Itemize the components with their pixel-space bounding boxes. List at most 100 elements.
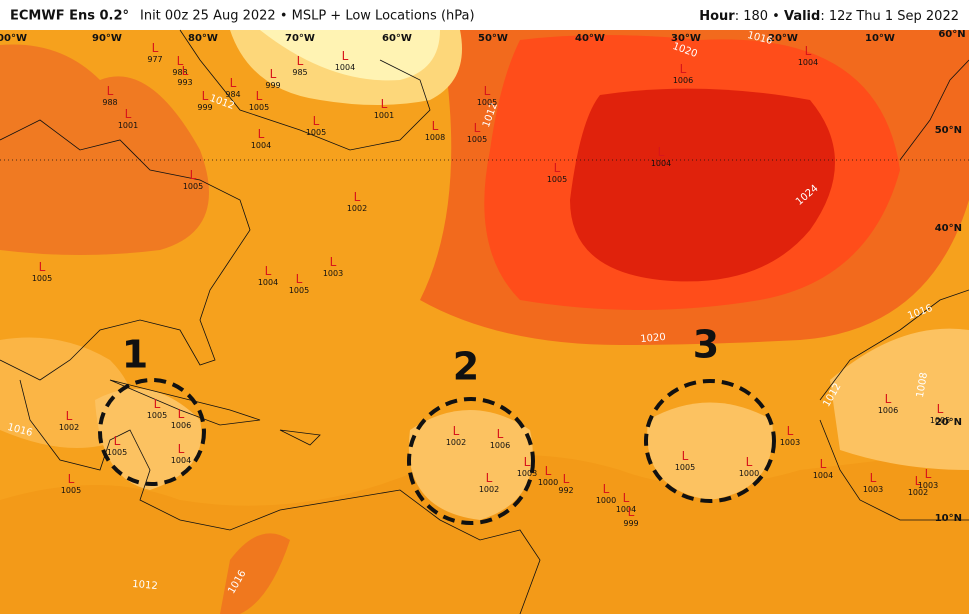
low-symbol: L: [256, 89, 263, 103]
low-symbol: L: [178, 407, 185, 421]
longitude-label: 80°W: [188, 33, 218, 44]
low-symbol: L: [152, 41, 159, 55]
low-symbol: L: [820, 457, 827, 471]
area-circle: [98, 378, 206, 486]
model-name: ECMWF Ens 0.2°: [10, 9, 129, 24]
valid-time: Hour: 180 • Valid: 12z Thu 1 Sep 2022: [699, 9, 959, 24]
low-pressure: 1006: [171, 421, 191, 430]
low-symbol: L: [230, 76, 237, 90]
low-symbol: L: [453, 424, 460, 438]
low-symbol: L: [545, 464, 552, 478]
low-pressure: 1000: [538, 478, 558, 487]
low-pressure: 1005: [467, 135, 487, 144]
low-symbol: L: [354, 190, 361, 204]
low-pressure: 1002: [59, 423, 79, 432]
low-pressure: 1005: [183, 182, 203, 191]
low-symbol: L: [915, 474, 922, 488]
low-symbol: L: [554, 161, 561, 175]
isobar-label: 1020: [640, 332, 666, 345]
longitude-label: 20°W: [768, 33, 798, 44]
low-pressure: 1006: [878, 406, 898, 415]
low-pressure: 1004: [335, 63, 355, 72]
hour-label: Hour: [699, 9, 735, 24]
low-symbol: L: [432, 119, 439, 133]
low-symbol: L: [497, 427, 504, 441]
low-symbol: L: [68, 472, 75, 486]
low-symbol: L: [154, 397, 161, 411]
latitude-label: 10°N: [935, 513, 962, 524]
low-pressure: 1003: [517, 469, 537, 478]
subtitle: Init 00z 25 Aug 2022 • MSLP + Low Locati…: [140, 9, 475, 24]
low-symbol: L: [628, 505, 635, 519]
longitude-label: 30°W: [671, 33, 701, 44]
low-pressure: 985: [292, 68, 307, 77]
low-pressure: 1008: [425, 133, 445, 142]
longitude-label: 60°N: [938, 29, 965, 40]
isobar-label: 1008: [915, 372, 930, 399]
low-symbol: L: [313, 114, 320, 128]
low-pressure: 1004: [651, 159, 671, 168]
low-pressure: 977: [147, 55, 162, 64]
low-symbol: L: [270, 67, 277, 81]
valid-label: Valid: [784, 9, 820, 24]
low-symbol: L: [474, 121, 481, 135]
longitude-label: 50°W: [478, 33, 508, 44]
low-pressure: 1005: [147, 411, 167, 420]
low-pressure: 1005: [289, 286, 309, 295]
low-symbol: L: [484, 84, 491, 98]
low-symbol: L: [258, 127, 265, 141]
low-pressure: 992: [558, 486, 573, 495]
longitude-label: 00°W: [0, 33, 27, 44]
low-symbol: L: [524, 455, 531, 469]
low-symbol: L: [190, 168, 197, 182]
low-symbol: L: [177, 54, 184, 68]
low-pressure: 999: [197, 103, 212, 112]
low-pressure: 1001: [118, 121, 138, 130]
hour-value: : 180 •: [735, 9, 784, 24]
low-pressure: 1005: [61, 486, 81, 495]
area-circle: [407, 397, 535, 525]
low-symbol: L: [125, 107, 132, 121]
longitude-label: 60°W: [382, 33, 412, 44]
low-symbol: L: [296, 272, 303, 286]
low-pressure: 988: [172, 68, 187, 77]
header-bar: [0, 0, 969, 30]
low-pressure: 1004: [813, 471, 833, 480]
low-symbol: L: [937, 402, 944, 416]
low-symbol: L: [603, 482, 610, 496]
low-pressure: 993: [177, 78, 192, 87]
low-symbol: L: [265, 264, 272, 278]
low-symbol: L: [182, 64, 189, 78]
low-pressure: 1002: [908, 488, 928, 497]
low-symbol: L: [107, 84, 114, 98]
pressure-field: [0, 30, 969, 614]
low-symbol: L: [297, 54, 304, 68]
low-symbol: L: [114, 434, 121, 448]
isobar-label: 1012: [132, 579, 158, 592]
low-pressure: 1005: [930, 416, 950, 425]
low-pressure: 1002: [479, 485, 499, 494]
low-pressure: 1005: [107, 448, 127, 457]
longitude-label: 90°W: [92, 33, 122, 44]
area-number: 1: [122, 333, 148, 377]
low-pressure: 1003: [863, 485, 883, 494]
low-symbol: L: [746, 455, 753, 469]
low-pressure: 1003: [780, 438, 800, 447]
latitude-label: 20°N: [935, 417, 962, 428]
low-symbol: L: [66, 409, 73, 423]
low-symbol: L: [885, 392, 892, 406]
longitude-label: 40°W: [575, 33, 605, 44]
valid-value: : 12z Thu 1 Sep 2022: [820, 9, 959, 24]
low-pressure: 1006: [673, 76, 693, 85]
latitude-label: 40°N: [935, 223, 962, 234]
latitude-label: 50°N: [935, 125, 962, 136]
low-symbol: L: [486, 471, 493, 485]
longitude-label: 70°W: [285, 33, 315, 44]
low-pressure: 1002: [347, 204, 367, 213]
low-symbol: L: [787, 424, 794, 438]
low-pressure: 988: [102, 98, 117, 107]
low-pressure: 1005: [306, 128, 326, 137]
area-circle: [644, 379, 776, 503]
low-symbol: L: [342, 49, 349, 63]
low-pressure: 999: [265, 81, 280, 90]
